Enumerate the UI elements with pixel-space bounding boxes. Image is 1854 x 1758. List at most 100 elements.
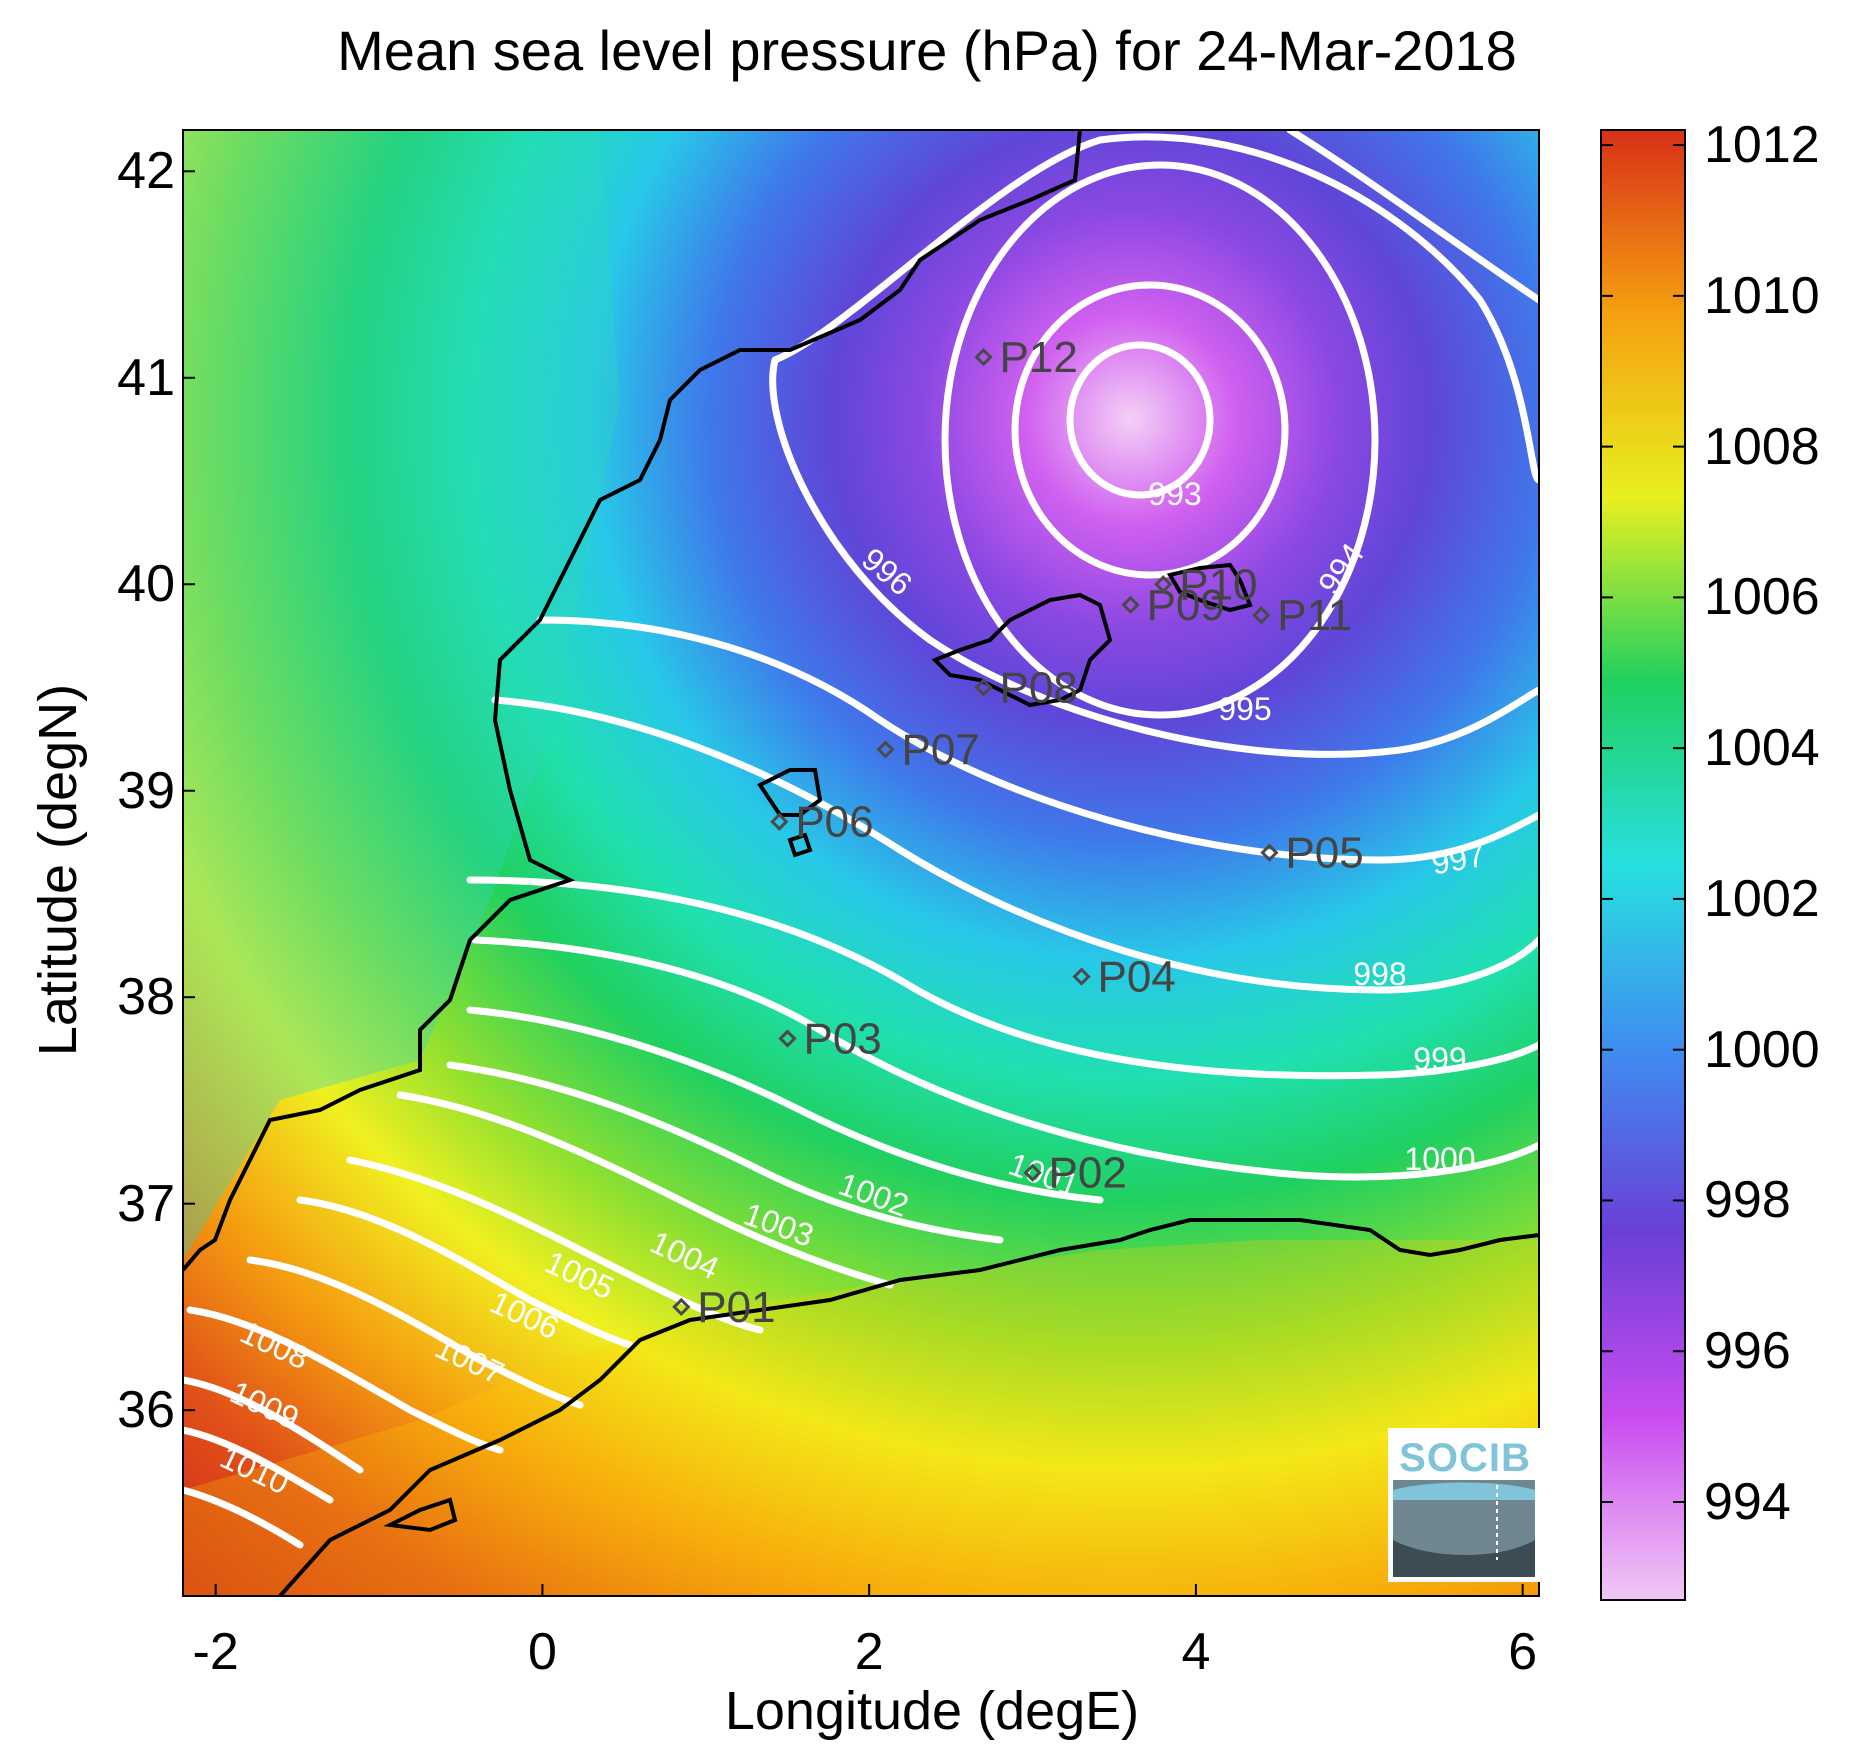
isobar-1002	[446, 1061, 1004, 1244]
colorbar-tick-label: 1008	[1704, 417, 1820, 476]
plot-area: 9939949959969979989991000100110021003100…	[183, 130, 1539, 1596]
coastlines	[183, 130, 1539, 1596]
lon-tick-label: 2	[854, 1623, 884, 1681]
isobar-1005	[296, 1196, 634, 1349]
station-p03[interactable]: P03	[778, 1015, 882, 1064]
station-marker-icon	[876, 740, 895, 759]
isobar-1009	[183, 1426, 334, 1504]
map-title: Mean sea level pressure (hPa) for 24-Mar…	[337, 19, 1517, 82]
station-marker-icon	[1121, 595, 1140, 615]
colorbar-tick-label: 1012	[1704, 116, 1820, 175]
isobar-label: 999	[1413, 1041, 1466, 1077]
isobar-998	[491, 696, 1539, 994]
isobar-993	[1066, 341, 1214, 499]
station-marker-icon	[1252, 606, 1271, 625]
station-p02[interactable]: P02	[1023, 1149, 1127, 1198]
station-label: P01	[697, 1283, 775, 1332]
station-label: P10	[1179, 560, 1257, 609]
colorbar	[1600, 129, 1686, 1601]
station-label: P12	[1000, 333, 1078, 382]
isobar-1010	[183, 1486, 304, 1549]
station-label: P11	[1277, 591, 1352, 640]
formentera-outline	[787, 832, 813, 858]
colorbar-tick-label: 996	[1704, 1322, 1791, 1381]
station-marker-icon	[974, 348, 993, 367]
colorbar-tick-label: 1002	[1704, 869, 1820, 928]
pressure-field	[183, 130, 1539, 1596]
menorca-outline	[1166, 562, 1253, 613]
x-axis-title: Longitude (degE)	[724, 1681, 1140, 1741]
colorbar-tick-label: 1004	[1704, 719, 1820, 778]
lat-tick-label: 37	[117, 1174, 175, 1233]
africa-land-tint	[183, 1240, 1539, 1596]
lat-tick-label: 41	[117, 348, 175, 407]
isobar-1007	[186, 1306, 504, 1454]
station-label: P07	[902, 725, 980, 774]
station-marker-icon	[770, 812, 789, 831]
station-marker-icon	[1072, 967, 1091, 986]
isobar-label: 998	[1353, 956, 1406, 992]
isobar-995	[941, 161, 1379, 719]
isobar-lines	[183, 130, 1539, 1549]
lon-tick-label: -2	[192, 1623, 239, 1681]
axis-tick-lines	[183, 170, 1524, 1596]
isobar-1006	[246, 1256, 584, 1409]
isobar-label: 1000	[1404, 1141, 1475, 1177]
isobar-1000	[471, 936, 1539, 1181]
station-label: P06	[795, 798, 873, 847]
socib-logo	[1388, 1428, 1540, 1582]
station-label: P02	[1049, 1149, 1127, 1198]
logo-text: SOCIB	[1399, 1436, 1531, 1480]
station-marker-icon	[672, 1297, 691, 1317]
lon-tick-label: 4	[1181, 1623, 1211, 1681]
plot-frame	[182, 129, 1540, 1597]
isobar-999	[466, 876, 1539, 1080]
colorbar-tick-label: 1000	[1704, 1020, 1820, 1079]
colorbar-tick-label: 1010	[1704, 266, 1820, 325]
lat-tick-label: 38	[117, 968, 175, 1027]
station-p04[interactable]: P04	[1072, 953, 1176, 1002]
station-p08[interactable]: P08	[974, 663, 1078, 712]
station-marker-icon	[1260, 843, 1279, 862]
colorbar-tick-label: 1006	[1704, 568, 1820, 627]
lon-tick-label: 6	[1508, 1623, 1538, 1681]
iberia-land-tint	[183, 130, 620, 1260]
isobar-996	[769, 133, 1539, 758]
station-marker-icon	[1023, 1163, 1042, 1182]
isobar-1003	[396, 1091, 894, 1289]
station-p12[interactable]: P12	[974, 333, 1078, 382]
isobar-1001	[466, 1006, 1104, 1204]
colorbar-tick-lines	[1601, 144, 1685, 1503]
isobar-label: 995	[1218, 691, 1271, 727]
station-p01[interactable]: P01	[672, 1283, 776, 1332]
y-axis-title: Latitude (degN)	[28, 683, 88, 1057]
station-label: P08	[1000, 663, 1078, 712]
isobar-997	[536, 130, 1539, 864]
lat-tick-label: 40	[117, 555, 175, 614]
station-label: P03	[803, 1015, 881, 1064]
isobar-label: 993	[1148, 476, 1201, 512]
station-marker-icon	[974, 678, 993, 697]
lat-tick-label: 42	[117, 142, 175, 201]
station-p10[interactable]: P10	[1154, 560, 1258, 609]
station-p07[interactable]: P07	[876, 725, 980, 774]
colorbar-tick-label: 994	[1704, 1473, 1791, 1531]
station-p11[interactable]: P11	[1252, 591, 1352, 640]
alboran-island	[383, 1497, 458, 1533]
africa-coastline	[278, 1218, 1539, 1596]
isobar-1008	[183, 1376, 364, 1474]
station-marker-icon	[1154, 575, 1173, 594]
isobar-994	[1011, 281, 1289, 579]
lon-tick-label: 0	[527, 1623, 557, 1681]
station-marker-icon	[778, 1029, 797, 1048]
lat-tick-label: 36	[117, 1381, 175, 1440]
lat-tick-label: 39	[117, 761, 175, 820]
station-p05[interactable]: P05	[1260, 829, 1364, 878]
iberia-coastline	[183, 130, 1082, 1272]
colorbar-tick-label: 998	[1704, 1171, 1791, 1230]
station-p06[interactable]: P06	[770, 798, 874, 847]
station-label: P04	[1098, 953, 1176, 1002]
